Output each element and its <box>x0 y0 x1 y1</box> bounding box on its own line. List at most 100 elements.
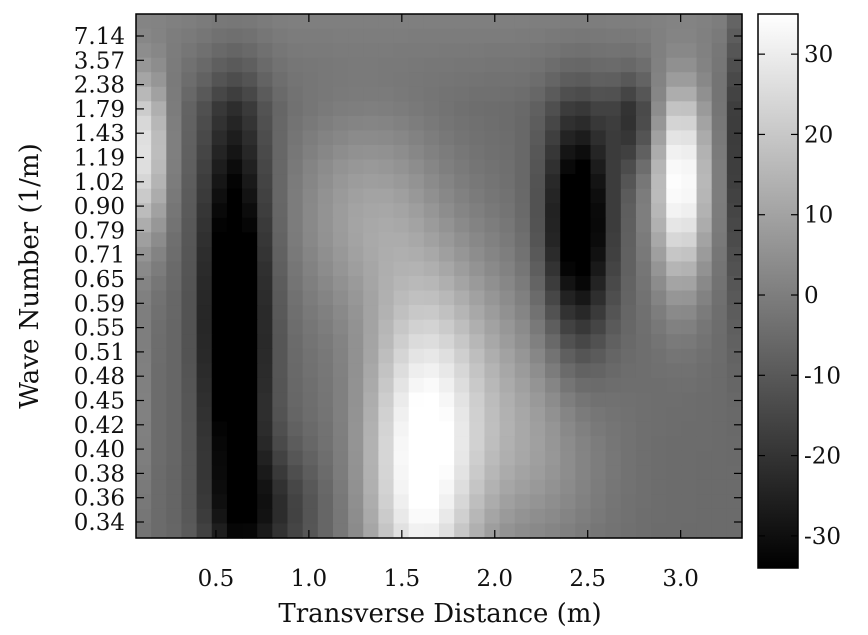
heatmap-cell <box>211 217 228 233</box>
heatmap-cell <box>211 508 228 525</box>
heatmap-cell <box>681 377 698 394</box>
heatmap-cell <box>469 436 486 452</box>
heatmap-cell <box>666 450 682 466</box>
heatmap-cell <box>469 14 486 30</box>
heatmap-cell <box>575 407 592 423</box>
heatmap-cell <box>317 86 334 102</box>
heatmap-cell <box>529 43 546 59</box>
heatmap-cell <box>635 28 652 44</box>
heatmap-cell <box>348 290 364 306</box>
heatmap-cell <box>332 494 349 510</box>
heatmap-cell <box>317 319 334 335</box>
heatmap-cell <box>302 450 319 466</box>
heatmap-cell <box>575 203 592 219</box>
heatmap-cell <box>560 421 576 437</box>
heatmap-cell <box>226 130 243 146</box>
colorbar-tick-label: 0 <box>804 283 819 309</box>
heatmap-cell <box>181 203 198 219</box>
heatmap-cell <box>514 14 531 30</box>
heatmap-cell <box>726 159 743 175</box>
heatmap-cell <box>378 174 395 190</box>
heatmap-cell <box>302 57 319 73</box>
heatmap-cell <box>529 188 546 204</box>
heatmap-cell <box>575 145 592 161</box>
heatmap-cell <box>211 101 228 117</box>
heatmap-cell <box>696 217 713 233</box>
heatmap-cell <box>211 377 228 394</box>
heatmap-cell <box>226 305 243 321</box>
heatmap-cell <box>332 115 349 132</box>
heatmap-cell <box>499 232 516 248</box>
heatmap-cell <box>575 334 592 350</box>
heatmap-cell <box>545 232 561 248</box>
heatmap-cell <box>651 261 667 277</box>
heatmap-cell <box>348 479 364 495</box>
heatmap-cell <box>711 217 728 233</box>
heatmap-cell <box>696 276 713 292</box>
heatmap-cell <box>711 494 728 510</box>
heatmap-cell <box>166 421 183 437</box>
heatmap-cell <box>257 494 273 510</box>
heatmap-cell <box>332 130 349 146</box>
heatmap-cell <box>529 407 546 423</box>
heatmap-cell <box>484 436 501 452</box>
heatmap-cell <box>408 159 425 175</box>
heatmap-cell <box>393 261 410 277</box>
heatmap-cell <box>302 407 319 423</box>
heatmap-cell <box>514 421 531 437</box>
heatmap-cell <box>423 28 440 44</box>
heatmap-cell <box>363 145 379 161</box>
heatmap-cell <box>711 203 728 219</box>
heatmap-cell <box>332 232 349 248</box>
heatmap-cell <box>257 436 273 452</box>
heatmap-cell <box>545 479 561 495</box>
heatmap-cell <box>575 392 592 408</box>
heatmap-cell <box>393 28 410 44</box>
heatmap-cell <box>545 217 561 233</box>
heatmap-cell <box>423 479 440 495</box>
heatmap-cell <box>560 232 576 248</box>
heatmap-cell <box>287 479 304 495</box>
heatmap-cell <box>454 508 470 525</box>
heatmap-cell <box>726 145 743 161</box>
heatmap-cell <box>681 494 698 510</box>
heatmap-cell <box>484 363 501 379</box>
heatmap-cell <box>393 305 410 321</box>
heatmap-cell <box>666 305 682 321</box>
heatmap-cell <box>484 130 501 146</box>
heatmap-cell <box>590 276 607 292</box>
heatmap-cell <box>317 43 334 59</box>
heatmap-cell <box>317 246 334 263</box>
heatmap-cell <box>469 450 486 466</box>
heatmap-cell <box>635 159 652 175</box>
heatmap-cell <box>151 290 167 306</box>
heatmap-cell <box>454 145 470 161</box>
heatmap-cell <box>211 334 228 350</box>
heatmap-cell <box>590 246 607 263</box>
heatmap-cell <box>257 43 273 59</box>
heatmap-cell <box>181 363 198 379</box>
heatmap-cell <box>454 392 470 408</box>
heatmap-cell <box>711 290 728 306</box>
heatmap-cell <box>696 145 713 161</box>
heatmap-cell <box>287 392 304 408</box>
heatmap-cell <box>317 130 334 146</box>
heatmap-cell <box>211 305 228 321</box>
heatmap-cell <box>469 28 486 44</box>
heatmap-cell <box>287 246 304 263</box>
heatmap-cell <box>196 508 213 525</box>
heatmap-cell <box>332 523 349 539</box>
heatmap-cell <box>378 86 395 102</box>
heatmap-cell <box>726 232 743 248</box>
heatmap-cell <box>651 159 667 175</box>
heatmap-cell <box>711 392 728 408</box>
heatmap-cell <box>242 494 258 510</box>
heatmap-cell <box>514 290 531 306</box>
heatmap-cell <box>211 465 228 481</box>
heatmap-cell <box>393 421 410 437</box>
y-tick-label: 0.36 <box>74 486 125 512</box>
heatmap-cell <box>635 479 652 495</box>
heatmap-cell <box>545 188 561 204</box>
heatmap-cell <box>302 115 319 132</box>
